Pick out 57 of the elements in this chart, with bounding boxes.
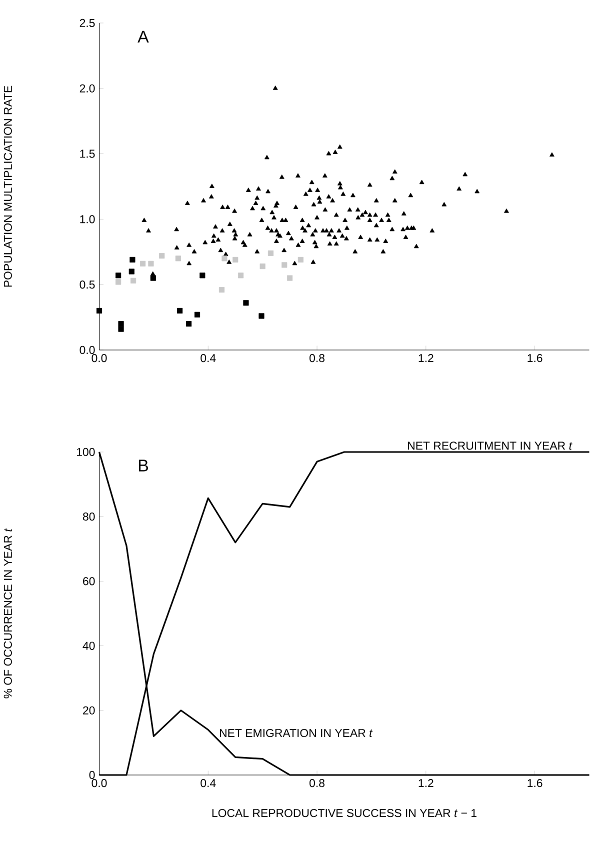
chart-title: B	[138, 460, 148, 472]
point	[128, 268, 134, 274]
point	[243, 300, 249, 306]
point	[200, 272, 206, 278]
point	[232, 256, 238, 263]
point	[158, 253, 165, 259]
x-tick-label: 0.0	[92, 354, 107, 362]
chart-title: A	[137, 30, 149, 42]
y-axis-title: % OF OCCURRENCE IN YEAR t	[4, 528, 12, 698]
point	[218, 287, 224, 293]
x-axis-title: LOCAL REPRODUCTIVE SUCCESS IN YEAR t − 1	[212, 808, 476, 818]
point	[175, 256, 181, 262]
point	[186, 321, 192, 327]
y-tick-label: 2.0	[80, 84, 95, 92]
series-label: NET EMIGRATION IN YEAR t	[220, 728, 373, 738]
point	[281, 262, 288, 268]
point	[176, 308, 183, 314]
y-axis-title: POPULATION MULTIPLICATION RATE	[4, 86, 12, 287]
x-tick-label: 1.2	[418, 779, 434, 788]
point	[238, 272, 244, 278]
point	[140, 260, 146, 266]
point	[96, 308, 102, 314]
x-tick-label: 1.6	[528, 779, 542, 788]
point	[118, 326, 124, 332]
x-tick-label: 0.4	[200, 779, 216, 788]
point	[286, 275, 292, 281]
x-tick-label: 0.0	[92, 779, 107, 788]
point	[118, 321, 124, 327]
y-tick-label: 2.5	[80, 18, 95, 28]
y-tick-label: 0.0	[80, 346, 95, 354]
point	[130, 256, 136, 263]
y-tick-label: 100	[76, 448, 95, 456]
y-tick-label: 0.5	[80, 280, 95, 289]
point	[194, 312, 200, 318]
y-tick-label: 20	[82, 706, 95, 714]
point	[260, 263, 266, 270]
y-tick-label: 0	[89, 770, 95, 780]
x-tick-label: 1.2	[418, 354, 434, 362]
series-label: NET RECRUITMENT IN YEAR t	[408, 442, 572, 450]
point	[150, 275, 156, 281]
point	[115, 272, 121, 278]
point	[130, 278, 136, 284]
point	[115, 279, 121, 285]
point	[148, 260, 154, 266]
point	[298, 256, 304, 263]
y-tick-label: 1.0	[80, 215, 95, 224]
point	[268, 250, 274, 256]
y-tick-label: 80	[82, 512, 95, 521]
x-tick-label: 0.8	[309, 354, 324, 362]
x-tick-label: 0.4	[200, 354, 216, 362]
point	[222, 256, 228, 262]
x-tick-label: 0.8	[309, 779, 324, 788]
x-tick-label: 1.6	[528, 354, 542, 362]
y-tick-label: 40	[82, 642, 95, 650]
y-tick-label: 60	[82, 577, 95, 586]
y-tick-label: 1.5	[80, 150, 95, 158]
point	[258, 313, 264, 319]
